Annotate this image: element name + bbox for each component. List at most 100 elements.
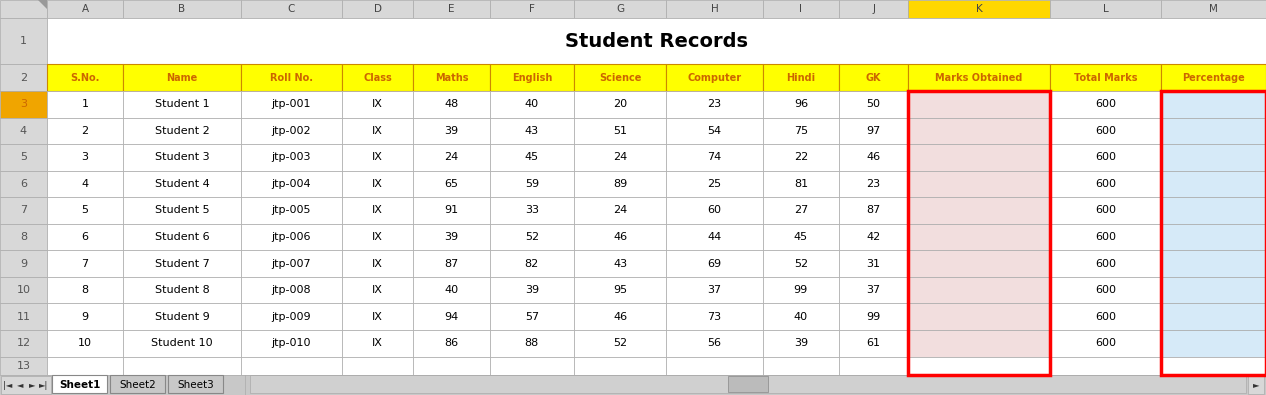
Bar xyxy=(762,117,839,144)
Text: 2: 2 xyxy=(81,126,89,136)
Bar xyxy=(1161,91,1266,375)
Bar xyxy=(908,64,1050,91)
Bar xyxy=(241,303,342,330)
Text: 52: 52 xyxy=(613,339,627,348)
Text: E: E xyxy=(448,4,454,14)
Text: A: A xyxy=(81,4,89,14)
Text: 1: 1 xyxy=(20,36,27,46)
Bar xyxy=(839,303,908,330)
Bar xyxy=(342,91,414,117)
Text: 600: 600 xyxy=(1095,312,1117,322)
Bar xyxy=(839,0,908,19)
Text: 88: 88 xyxy=(524,339,539,348)
Text: 52: 52 xyxy=(524,232,539,242)
Bar xyxy=(1161,224,1266,250)
Text: 9: 9 xyxy=(20,259,27,269)
Text: 6: 6 xyxy=(81,232,89,242)
Bar xyxy=(241,330,342,357)
Bar xyxy=(1050,330,1161,357)
Bar xyxy=(0,303,47,330)
Bar xyxy=(908,277,1050,303)
Text: Computer: Computer xyxy=(687,73,742,83)
Bar xyxy=(414,171,490,197)
Bar xyxy=(342,197,414,224)
Bar xyxy=(728,376,768,392)
Bar xyxy=(573,357,666,375)
Bar xyxy=(1050,224,1161,250)
Text: 5: 5 xyxy=(20,152,27,162)
Bar xyxy=(123,117,241,144)
Text: 54: 54 xyxy=(708,126,722,136)
Bar xyxy=(0,330,47,357)
Bar xyxy=(839,91,908,117)
Bar xyxy=(1050,0,1161,19)
Text: 8: 8 xyxy=(81,285,89,295)
Text: ►: ► xyxy=(29,380,35,389)
Bar xyxy=(1161,250,1266,277)
Bar xyxy=(666,224,762,250)
Bar xyxy=(490,197,573,224)
Bar xyxy=(47,91,123,117)
Bar xyxy=(241,117,342,144)
Text: 9: 9 xyxy=(81,312,89,322)
Text: 39: 39 xyxy=(444,232,458,242)
Text: 61: 61 xyxy=(867,339,881,348)
Bar xyxy=(1161,330,1266,357)
Bar xyxy=(1161,197,1266,224)
Bar xyxy=(0,64,47,91)
Bar xyxy=(1050,91,1161,117)
Bar xyxy=(908,357,1050,375)
Bar xyxy=(47,64,123,91)
Text: K: K xyxy=(976,4,982,14)
Bar xyxy=(908,91,1050,117)
Bar xyxy=(762,197,839,224)
Bar xyxy=(414,357,490,375)
Text: IX: IX xyxy=(372,99,384,109)
Text: 4: 4 xyxy=(81,179,89,189)
Text: 600: 600 xyxy=(1095,126,1117,136)
Text: 65: 65 xyxy=(444,179,458,189)
Text: 600: 600 xyxy=(1095,99,1117,109)
Bar xyxy=(47,19,1266,64)
Bar xyxy=(490,277,573,303)
Text: Name: Name xyxy=(166,73,197,83)
Text: 39: 39 xyxy=(444,126,458,136)
Text: 1: 1 xyxy=(81,99,89,109)
Bar xyxy=(414,64,490,91)
Bar xyxy=(47,357,123,375)
Text: 99: 99 xyxy=(866,312,881,322)
Text: 82: 82 xyxy=(524,259,539,269)
Bar xyxy=(123,224,241,250)
Text: Sheet1: Sheet1 xyxy=(58,380,100,390)
Text: 87: 87 xyxy=(444,259,458,269)
Bar xyxy=(241,144,342,171)
Bar xyxy=(573,250,666,277)
Text: ►|: ►| xyxy=(39,380,48,389)
Bar xyxy=(0,0,47,19)
Bar xyxy=(0,144,47,171)
Bar xyxy=(0,357,47,375)
Bar xyxy=(573,303,666,330)
Text: 600: 600 xyxy=(1095,232,1117,242)
Bar xyxy=(762,0,839,19)
Bar xyxy=(0,224,47,250)
Text: jtp-007: jtp-007 xyxy=(271,259,311,269)
Text: 12: 12 xyxy=(16,339,30,348)
Text: D: D xyxy=(373,4,381,14)
Text: 24: 24 xyxy=(613,152,627,162)
Bar xyxy=(342,357,414,375)
Bar xyxy=(0,117,47,144)
Bar xyxy=(839,224,908,250)
Bar xyxy=(839,171,908,197)
Bar xyxy=(241,91,342,117)
Bar xyxy=(0,277,47,303)
Bar xyxy=(573,171,666,197)
Text: IX: IX xyxy=(372,339,384,348)
Bar xyxy=(573,91,666,117)
Bar xyxy=(123,303,241,330)
Bar xyxy=(123,0,241,19)
Bar xyxy=(666,197,762,224)
Text: Roll No.: Roll No. xyxy=(270,73,313,83)
Text: 42: 42 xyxy=(866,232,881,242)
Bar xyxy=(762,303,839,330)
